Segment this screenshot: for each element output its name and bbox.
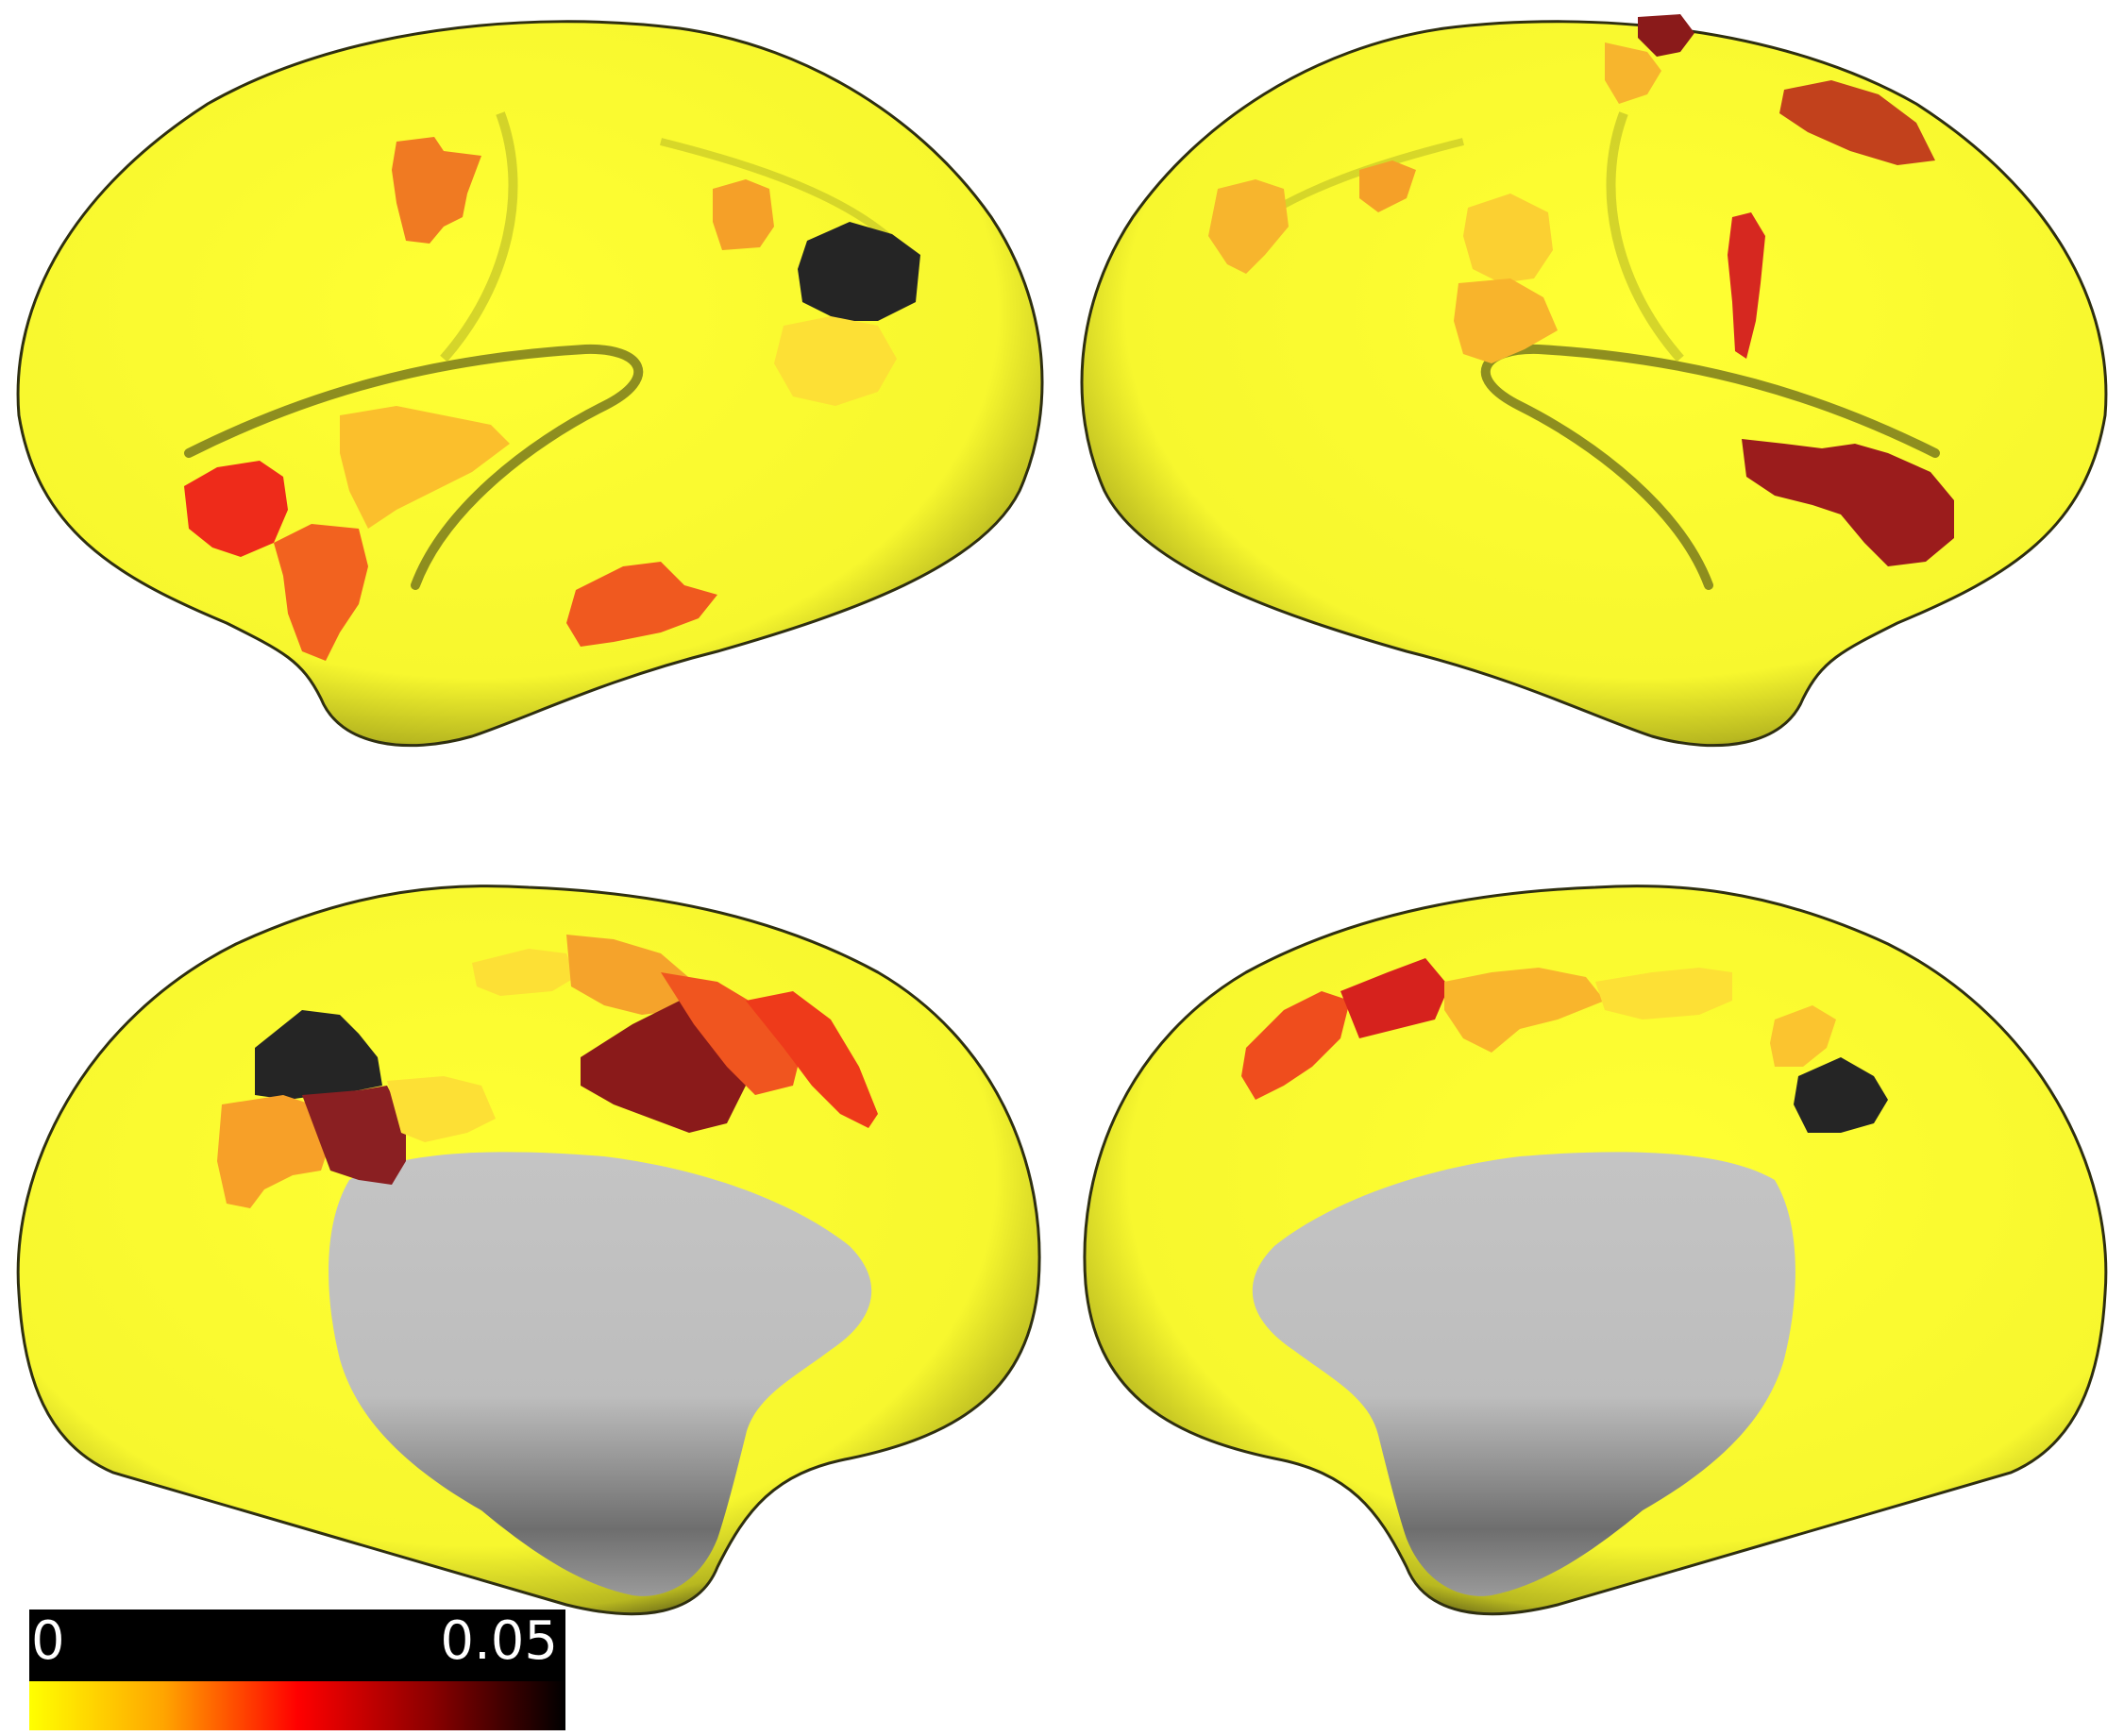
colorbar-max-label: 0.05 [440,1610,558,1672]
medial-wall [1252,1152,1795,1596]
region [1241,991,1350,1100]
cortex-surface [1080,20,2108,748]
region [566,935,694,1015]
sylvian-fissure [184,344,644,590]
sulcus [440,111,518,362]
region [661,972,802,1095]
region [217,1095,326,1208]
region [798,222,920,321]
view-left-medial [16,885,1041,1616]
region [392,137,481,244]
region [1359,160,1416,212]
region [387,1076,496,1142]
colorbar: 0 0.05 [29,1610,565,1730]
region [184,461,288,557]
region [1340,958,1449,1038]
view-left-lateral [16,20,1044,748]
region [774,316,897,406]
region [1770,1005,1836,1067]
region [1463,194,1553,283]
region [1638,14,1694,57]
colorbar-gradient [29,1681,565,1730]
medial-wall [329,1152,872,1596]
region [1605,42,1661,104]
region [1728,212,1765,359]
region [1444,968,1605,1053]
region [274,524,368,661]
colorbar-min-label: 0 [31,1610,65,1672]
colorbar-label-strip: 0 0.05 [29,1610,565,1681]
region [566,562,717,647]
sulcus [660,138,890,240]
region [1742,439,1954,566]
view-right-lateral [1080,14,2108,748]
region [1794,1057,1888,1133]
cortex-surface [16,20,1044,748]
region [255,1010,382,1100]
sulcus [1606,111,1684,362]
region [1208,179,1289,274]
region [1595,968,1732,1020]
region [302,1086,406,1185]
region [472,949,576,996]
region [1779,80,1935,165]
view-right-medial [1083,885,2108,1616]
region [1454,278,1558,363]
region [713,179,774,250]
region [340,406,510,529]
region [746,991,878,1128]
